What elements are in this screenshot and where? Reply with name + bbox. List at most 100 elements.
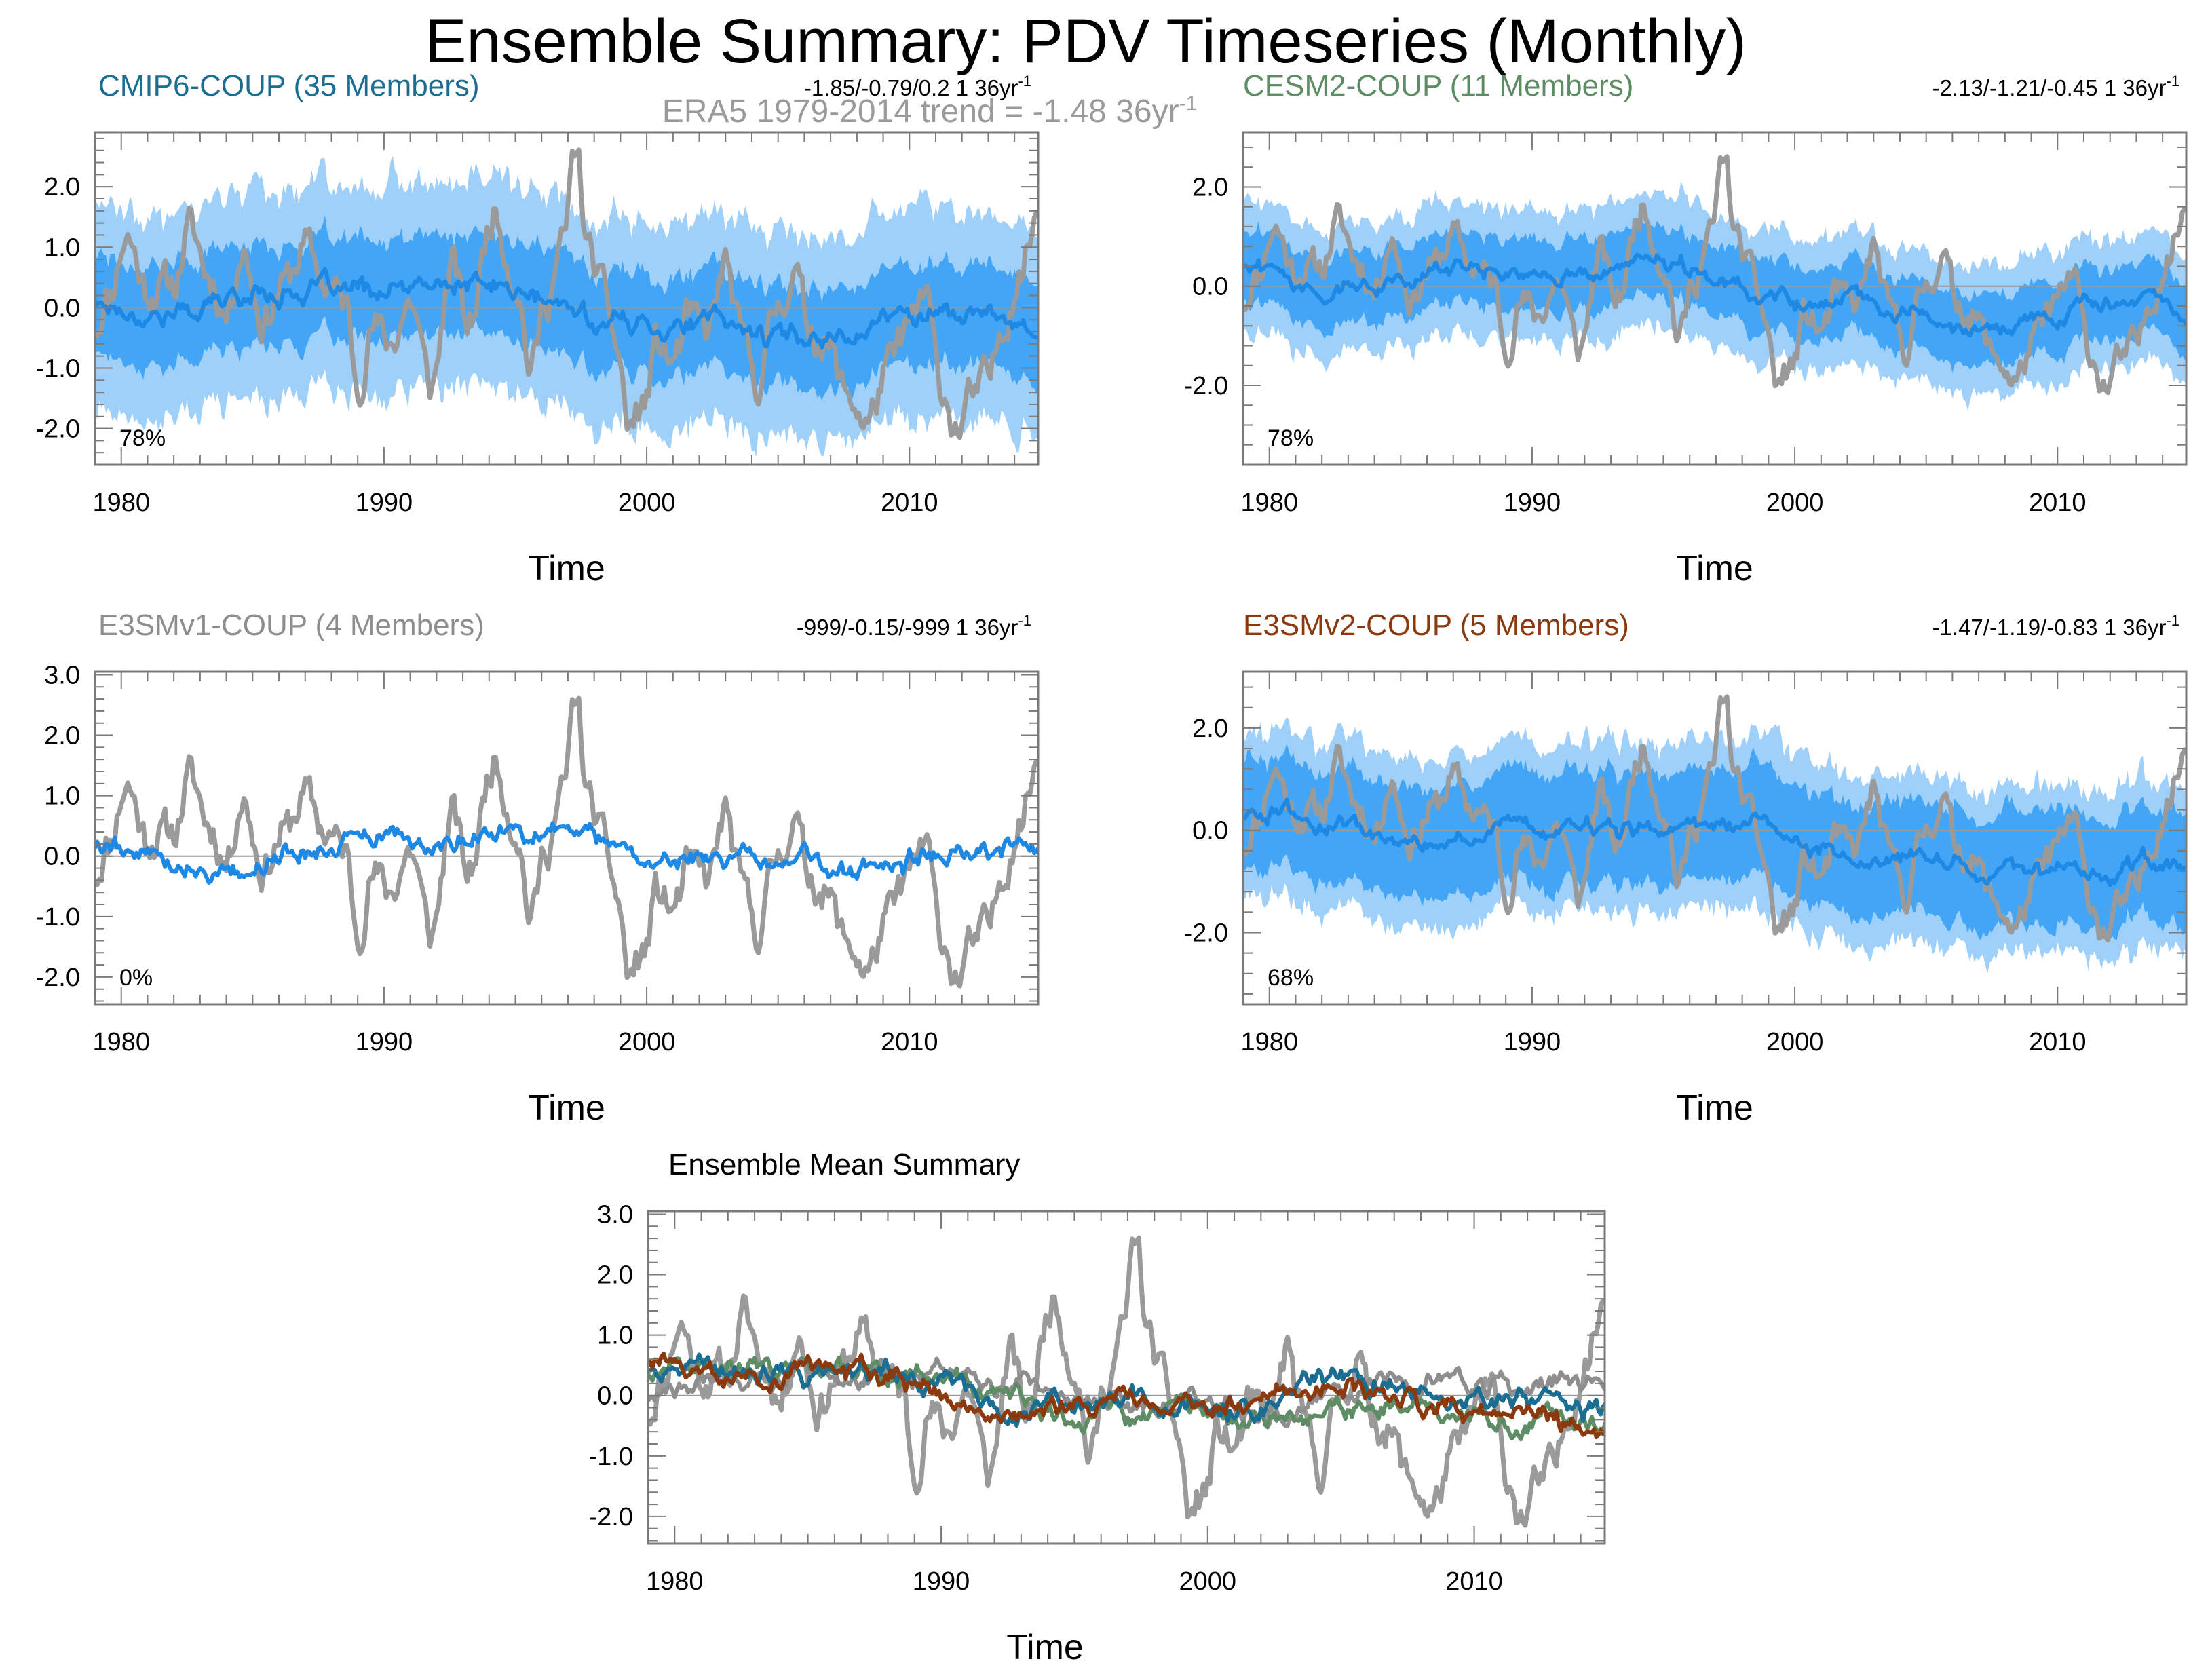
trend-values: -999/-0.15/-999 1 36yr — [797, 615, 1018, 640]
ensemble-mean-line — [95, 267, 1038, 350]
x-axis-label: Time — [528, 1088, 605, 1128]
percent-text: 0% — [119, 965, 153, 991]
panels: 1980 1990 2000 2010 -2.0 -1.0 0.0 1.0 2.0 Time CMI… — [36, 69, 2188, 1667]
x-tick-label: 1980 — [92, 489, 150, 517]
trend-values: -1.47/-1.19/-0.83 1 36yr — [1932, 615, 2167, 640]
era5-trend-text: ERA5 1979-2014 trend = -1.48 36yr — [662, 94, 1179, 130]
plot-frame — [94, 670, 1040, 1006]
x-tick-label: 2010 — [1445, 1567, 1503, 1596]
plot-frame — [94, 131, 1040, 466]
x-tick-label: 2000 — [618, 489, 676, 517]
y-tick-label: 0.0 — [597, 1382, 633, 1411]
panel-title: CESM2-COUP (11 Members) — [1243, 69, 1633, 102]
summary-line-e3smv2-coup — [648, 1351, 1605, 1440]
era5-line — [95, 695, 1038, 989]
trend-text: -1.85/-0.79/0.2 1 36yr-1 — [804, 73, 1031, 100]
panel-e3smv1: 1980 1990 2000 2010 -2.0 -1.0 0.0 1.0 2.0 3.0 Time… — [36, 609, 1040, 1128]
plot-area — [95, 695, 1038, 989]
y-tick-label: 2.0 — [44, 173, 80, 202]
y-tick-label: 2.0 — [1192, 714, 1228, 743]
y-tick-label: 0.0 — [44, 843, 80, 871]
trend-values: -2.13/-1.21/-0.45 1 36yr — [1932, 75, 2167, 100]
x-tick-label: 2010 — [881, 489, 938, 517]
y-tick-label: -2.0 — [1184, 919, 1228, 947]
plot-frame — [1242, 670, 2188, 1006]
x-axis-label: Time — [1006, 1628, 1084, 1667]
y-tick-label: -2.0 — [1184, 372, 1228, 400]
y-tick-label: 1.0 — [597, 1322, 633, 1350]
trend-units-sup: -1 — [2166, 73, 2179, 90]
y-tick-label: 3.0 — [597, 1200, 633, 1229]
plot-frame — [1242, 131, 2188, 466]
x-tick-label: 1980 — [92, 1028, 150, 1056]
x-tick-label: 1990 — [356, 489, 413, 517]
y-tick-label: 2.0 — [597, 1261, 633, 1290]
plot-area — [648, 1235, 1605, 1528]
y-tick-label: 2.0 — [44, 722, 80, 750]
percent-text: 78% — [119, 425, 166, 451]
y-tick-label: 2.0 — [1192, 173, 1228, 202]
x-tick-label: 2000 — [1766, 1028, 1824, 1056]
x-tick-label: 1990 — [913, 1567, 970, 1596]
x-tick-label: 1990 — [356, 1028, 413, 1056]
trend-values: -1.85/-0.79/0.2 1 36yr — [804, 75, 1018, 100]
trend-text: -999/-0.15/-999 1 36yr-1 — [797, 612, 1031, 640]
x-tick-label: 2000 — [618, 1028, 676, 1056]
plot-area — [95, 147, 1038, 457]
x-tick-label: 1980 — [646, 1567, 704, 1596]
y-tick-label: 1.0 — [44, 782, 80, 811]
panel-title: CMIP6-COUP (35 Members) — [98, 69, 480, 102]
y-tick-label: -1.0 — [36, 903, 80, 932]
x-tick-label: 2010 — [881, 1028, 938, 1056]
x-tick-label: 1980 — [1240, 489, 1298, 517]
trend-text: -1.47/-1.19/-0.83 1 36yr-1 — [1932, 612, 2179, 640]
y-tick-label: -2.0 — [589, 1503, 633, 1531]
x-tick-label: 1990 — [1504, 1028, 1561, 1056]
era5-line — [1243, 694, 2186, 943]
trend-units-sup: -1 — [1018, 612, 1031, 629]
y-tick-label: 0.0 — [1192, 817, 1228, 845]
panel-title: Ensemble Mean Summary — [668, 1148, 1020, 1181]
era5-trend-label: ERA5 1979-2014 trend = -1.48 36yr-1 — [662, 92, 1198, 130]
summary-line-e3smv1-coup — [648, 1356, 1605, 1428]
plot-area — [1243, 154, 2186, 411]
panel-title: E3SMv1-COUP (4 Members) — [98, 609, 484, 642]
trend-units-sup: -1 — [1018, 73, 1031, 90]
panel-title: E3SMv2-COUP (5 Members) — [1243, 609, 1629, 642]
panel-cmip6: 1980 1990 2000 2010 -2.0 -1.0 0.0 1.0 2.0 Time CMI… — [36, 69, 1040, 588]
ensemble-spread-inner — [1243, 217, 2186, 373]
y-tick-label: -2.0 — [36, 415, 80, 444]
ensemble-mean-line — [1243, 797, 2186, 887]
y-tick-label: -1.0 — [589, 1443, 633, 1471]
panel-e3smv2: 1980 1990 2000 2010 -2.0 0.0 2.0 Time E3SMv2-COU… — [1184, 609, 2188, 1128]
ensemble-mean-line — [95, 821, 1038, 885]
x-axis-label: Time — [1676, 1088, 1753, 1128]
panel-summary: 1980 1990 2000 2010 -2.0 -1.0 0.0 1.0 2.0 3.0 Time… — [589, 1148, 1606, 1667]
panel-cesm2: 1980 1990 2000 2010 -2.0 0.0 2.0 Time CESM2-COUP… — [1184, 69, 2188, 588]
figure-title: Ensemble Summary: PDV Timeseries (Monthl… — [425, 7, 1747, 76]
x-axis-label: Time — [528, 549, 605, 588]
x-tick-label: 2010 — [2029, 1028, 2087, 1056]
era5-trend-sup: -1 — [1179, 92, 1198, 115]
percent-text: 68% — [1268, 965, 1314, 991]
y-tick-label: 3.0 — [44, 661, 80, 689]
trend-text: -2.13/-1.21/-0.45 1 36yr-1 — [1932, 73, 2179, 100]
plot-frame — [647, 1210, 1606, 1545]
ensemble-spread-inner — [1243, 743, 2186, 941]
y-tick-label: -2.0 — [36, 963, 80, 992]
y-tick-label: 0.0 — [44, 294, 80, 322]
x-tick-label: 1990 — [1504, 489, 1561, 517]
plot-area — [1243, 694, 2186, 974]
trend-units-sup: -1 — [2166, 612, 2179, 629]
x-tick-label: 1980 — [1240, 1028, 1298, 1056]
ensemble-mean-line — [1243, 252, 2186, 338]
x-tick-label: 2010 — [2029, 489, 2087, 517]
x-tick-label: 2000 — [1766, 489, 1824, 517]
percent-text: 78% — [1268, 425, 1314, 451]
y-tick-label: 0.0 — [1192, 273, 1228, 301]
y-tick-label: -1.0 — [36, 354, 80, 383]
y-tick-label: 1.0 — [44, 233, 80, 262]
x-axis-label: Time — [1676, 549, 1753, 588]
x-tick-label: 2000 — [1179, 1567, 1237, 1596]
